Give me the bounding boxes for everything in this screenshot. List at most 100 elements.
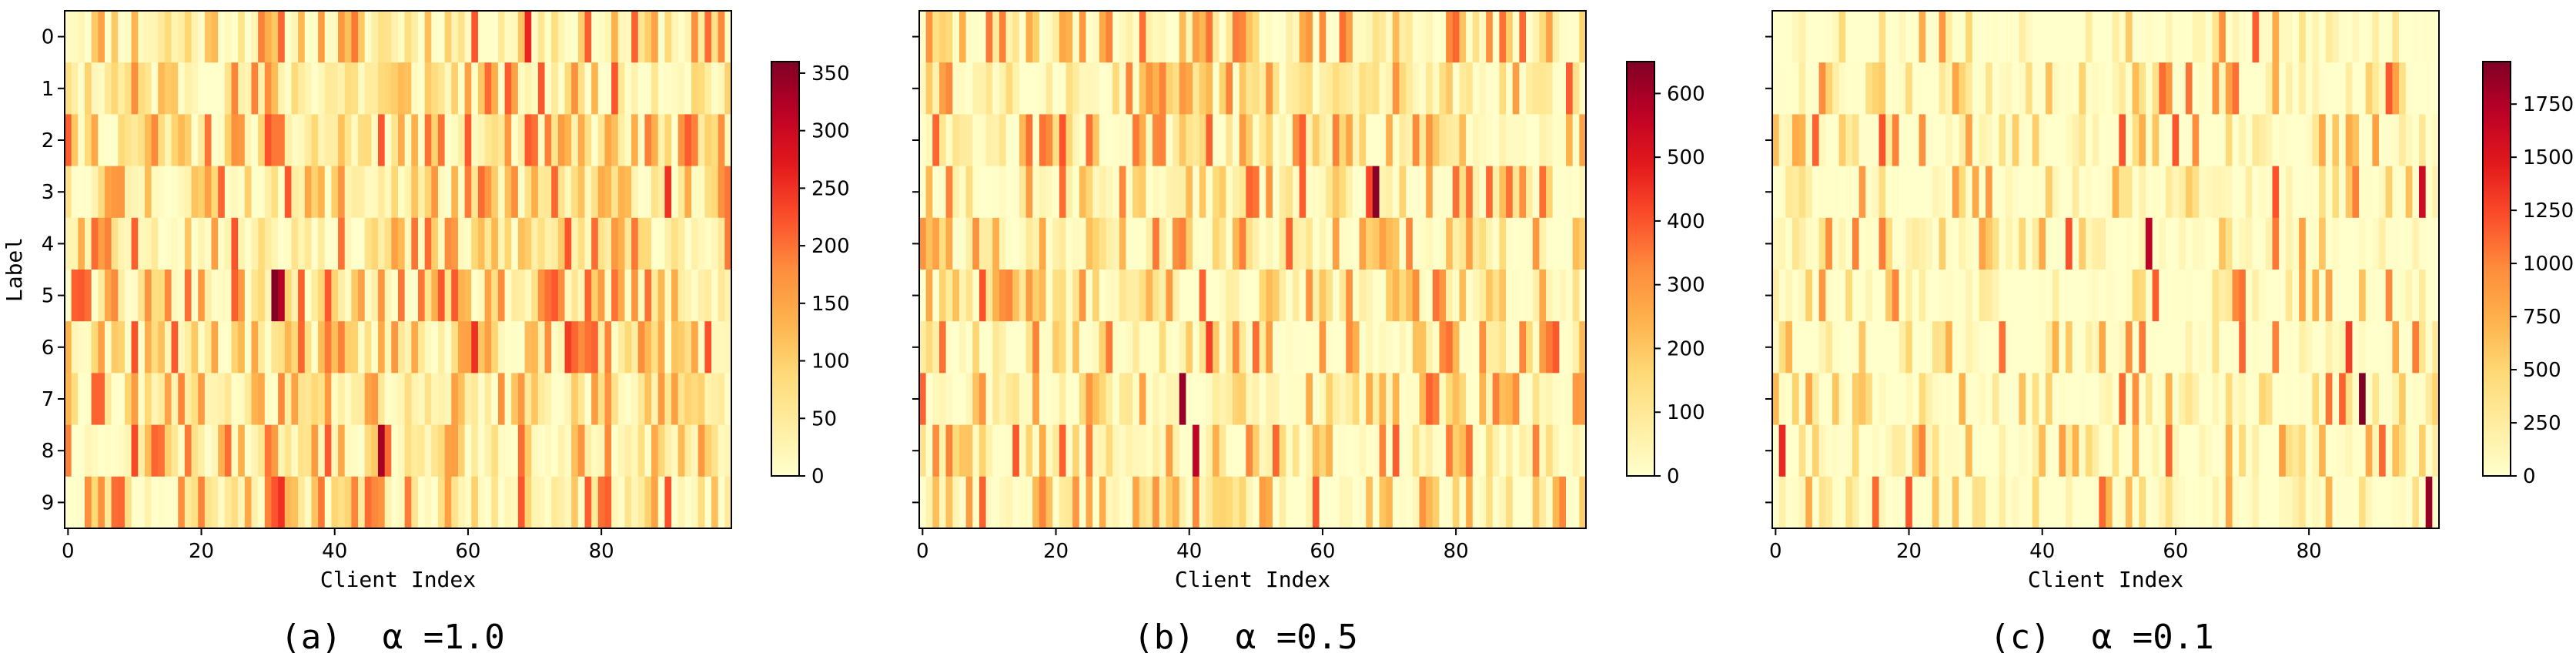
heatmap-cell	[1932, 11, 1940, 63]
heatmap-cell	[2086, 166, 2093, 219]
heatmap-cell	[2106, 166, 2113, 219]
heatmap-cell	[2432, 270, 2440, 322]
heatmap-cell	[291, 270, 299, 322]
heatmap-cell	[1352, 321, 1360, 374]
heatmap-cell	[2019, 11, 2026, 63]
heatmap-cell	[124, 114, 132, 167]
heatmap-cell	[1912, 476, 1920, 529]
heatmap-cell	[444, 217, 452, 270]
heatmap-cell	[2359, 62, 2367, 115]
heatmap-cell	[2119, 114, 2126, 167]
heatmap-cell	[2265, 217, 2273, 270]
heatmap-cell	[1979, 62, 1986, 115]
heatmap-cell	[2192, 62, 2200, 115]
heatmap-cell	[711, 217, 719, 270]
heatmap-cell	[1426, 62, 1434, 115]
heatmap-cell	[1559, 114, 1567, 167]
heatmap-cell	[1392, 62, 1400, 115]
heatmap-cell	[677, 270, 685, 322]
heatmap-cell	[1945, 217, 1953, 270]
heatmap-cell	[2205, 217, 2213, 270]
heatmap-cell	[338, 114, 346, 167]
heatmap-cell	[1199, 373, 1206, 426]
heatmap-cell	[2385, 270, 2393, 322]
heatmap-cell	[2392, 11, 2400, 63]
heatmap-cell	[2405, 62, 2413, 115]
heatmap-cell	[2099, 476, 2106, 529]
heatmap-cell	[218, 321, 226, 374]
heatmap-cell	[1025, 270, 1033, 322]
heatmap-cell	[1899, 217, 1906, 270]
heatmap-cell	[2159, 321, 2166, 374]
heatmap-cell	[184, 424, 192, 477]
heatmap-cell	[131, 270, 139, 322]
heatmap-cell	[211, 166, 219, 219]
heatmap-cell	[484, 373, 492, 426]
heatmap-cell	[158, 114, 166, 167]
heatmap-cell	[2352, 373, 2360, 426]
heatmap-cell	[564, 476, 572, 529]
heatmap-cell	[1872, 270, 1880, 322]
heatmap-cell	[544, 424, 552, 477]
heatmap-cell	[1045, 166, 1053, 219]
heatmap-cell	[1272, 373, 1280, 426]
heatmap-cell	[664, 62, 672, 115]
heatmap-cell	[952, 166, 960, 219]
heatmap-cell	[1186, 424, 1193, 477]
heatmap-cell	[1246, 270, 1253, 322]
heatmap-cell	[291, 114, 299, 167]
heatmap-cell	[644, 476, 652, 529]
heatmap-cell	[1412, 476, 1420, 529]
heatmap-cell	[718, 166, 725, 219]
heatmap-cell	[1312, 424, 1320, 477]
heatmap-cell	[1005, 270, 1013, 322]
heatmap-cell	[164, 476, 172, 529]
heatmap-cell	[1466, 166, 1474, 219]
heatmap-cell	[1286, 424, 1293, 477]
heatmap-cell	[258, 166, 266, 219]
heatmap-cell	[571, 476, 579, 529]
heatmap-cell	[358, 270, 366, 322]
heatmap-cell	[724, 476, 732, 529]
heatmap-cell	[938, 114, 947, 167]
heatmap-cell	[191, 11, 199, 63]
heatmap-cell	[1379, 270, 1387, 322]
heatmap-cell	[1832, 114, 1840, 167]
heatmap-cell	[1286, 321, 1293, 374]
heatmap-cell	[1126, 321, 1133, 374]
heatmap-cell	[1472, 373, 1480, 426]
heatmap-cell	[1012, 424, 1020, 477]
heatmap-cell	[1406, 166, 1413, 219]
heatmap-cell	[1079, 476, 1087, 529]
heatmap-cell	[1532, 270, 1540, 322]
heatmap-cell	[384, 114, 392, 167]
heatmap-cell	[104, 217, 112, 270]
heatmap-cell	[2299, 114, 2307, 167]
heatmap-cell	[1025, 373, 1033, 426]
heatmap-cell	[2399, 62, 2407, 115]
heatmap-cell	[684, 11, 692, 63]
heatmap-cell	[1379, 476, 1387, 529]
heatmap-cell	[1912, 217, 1920, 270]
heatmap-cell	[351, 114, 359, 167]
heatmap-cell	[2219, 11, 2226, 63]
heatmap-cell	[211, 321, 219, 374]
heatmap-cell	[1112, 476, 1120, 529]
heatmap-cell	[231, 62, 239, 115]
heatmap-cell	[1532, 424, 1540, 477]
heatmap-cell	[1306, 321, 1313, 374]
heatmap-cell	[1079, 166, 1087, 219]
heatmap-cell	[178, 62, 186, 115]
heatmap-cell	[291, 373, 299, 426]
heatmap-cell	[364, 217, 372, 270]
heatmap-cell	[497, 270, 506, 322]
heatmap-cell	[1412, 424, 1420, 477]
heatmap-cell	[358, 217, 366, 270]
heatmap-cell	[271, 166, 279, 219]
heatmap-cell	[992, 270, 1000, 322]
heatmap-cell	[1346, 166, 1353, 219]
heatmap-cell	[2066, 321, 2073, 374]
heatmap-cell	[2179, 217, 2186, 270]
heatmap-cell	[71, 424, 79, 477]
heatmap-cell	[1912, 62, 1920, 115]
